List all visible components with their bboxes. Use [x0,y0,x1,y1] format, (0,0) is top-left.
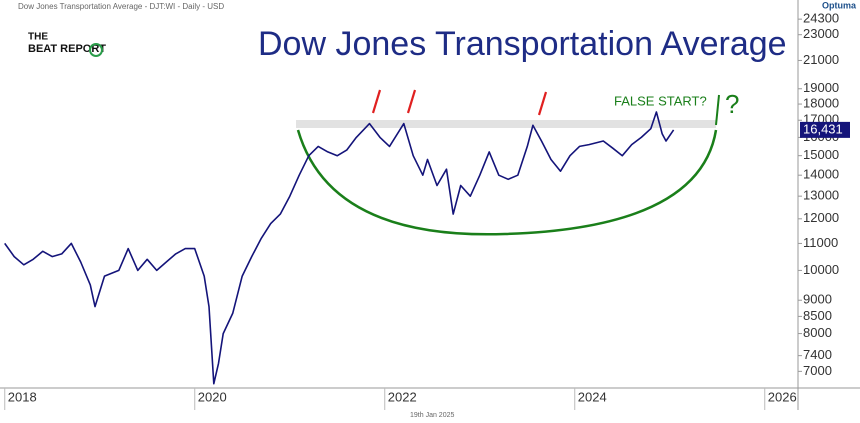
logo-icon [89,43,103,57]
logo-line: THE [28,32,48,43]
x-tick-label: 2024 [578,389,607,404]
footer-date: 19th Jan 2025 [410,412,454,419]
resistance-band [296,120,716,128]
y-tick-label: 11000 [803,235,838,250]
logo-line: BEAT REPORT [28,43,106,55]
up-arrow [715,94,720,126]
x-tick-label: 2026 [768,389,797,404]
y-tick-label: 7000 [803,363,832,378]
y-tick-label: 21000 [803,52,839,67]
y-tick-label: 9000 [803,292,832,307]
last-value-box [800,121,850,138]
y-tick-label: 15000 [803,147,839,162]
y-tick-label: 8500 [803,308,832,323]
brand: Optuma [822,0,857,10]
x-tick-label: 2020 [198,389,227,404]
y-tick-label: 19000 [803,80,839,95]
annotation: ? [725,89,739,119]
y-tick-label: 23000 [803,26,839,41]
base-arc [296,129,718,236]
header: Dow Jones Transportation Average - DJT:W… [18,2,224,11]
y-tick-label: 13000 [803,188,839,203]
y-tick-label: 10000 [803,262,839,277]
y-tick-label: 14000 [803,167,839,182]
y-tick-label: 12000 [803,210,839,225]
y-tick-label: 8000 [803,325,832,340]
last-value-label: 16,431 [803,121,843,136]
annotation: FALSE START? [614,93,707,108]
y-tick-label: 7400 [803,347,832,362]
x-tick-label: 2018 [8,389,37,404]
x-tick-label: 2022 [388,389,417,404]
y-tick-label: 18000 [803,96,839,111]
arrows [371,89,548,116]
price-line [4,111,675,385]
y-tick-label: 24300 [803,11,839,26]
chart-title: Dow Jones Transportation Average [258,25,787,63]
